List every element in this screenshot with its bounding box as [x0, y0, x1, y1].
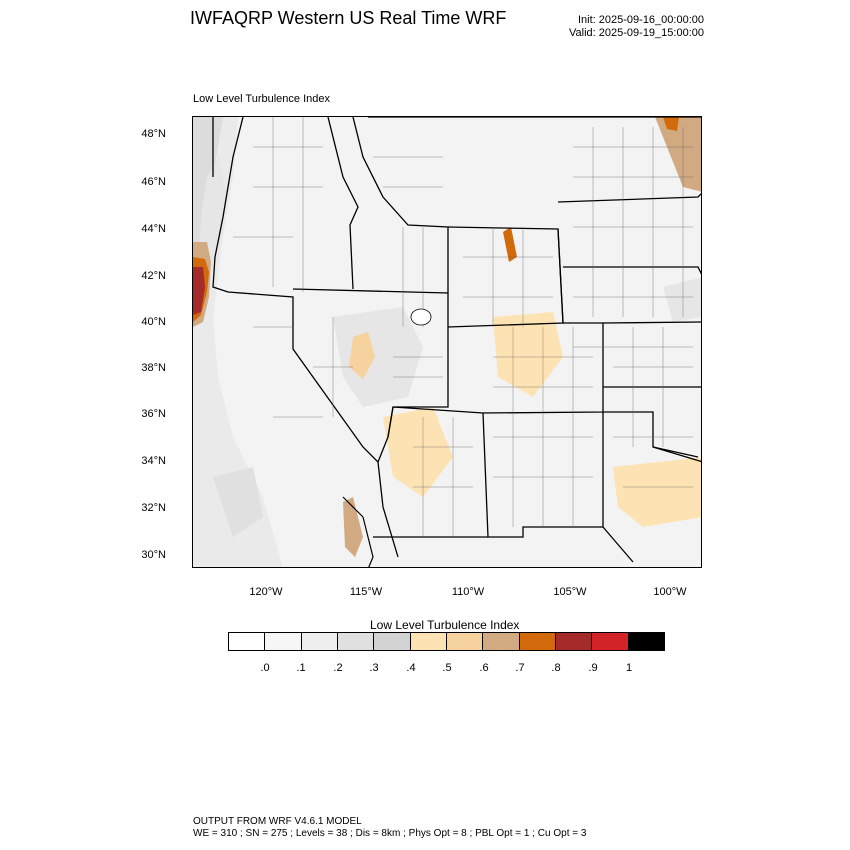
northeast-hotspot: [655, 117, 701, 192]
great-basin-patch: [349, 332, 375, 379]
legend-swatch: [265, 633, 302, 650]
gulf-coast: [342, 496, 374, 567]
map-svg: [193, 117, 701, 567]
legend-label: .6: [479, 662, 489, 674]
lat-tick-label: 40°N: [141, 316, 166, 328]
chart-title: IWFAQRP Western US Real Time WRF: [190, 8, 507, 28]
west-coast-border: [212, 117, 399, 558]
legend-swatch: [337, 633, 375, 650]
legend-label: .5: [442, 662, 452, 674]
panel-title: Low Level Turbulence Index: [193, 93, 330, 105]
county-borders: [233, 117, 693, 537]
legend-label: .4: [406, 662, 416, 674]
legend-swatch: [628, 633, 664, 650]
legend-swatch: [446, 633, 484, 650]
arizona-border: [373, 406, 488, 538]
legend-colorbar: [228, 632, 665, 651]
legend-swatch: [301, 633, 338, 650]
colorado-patch: [493, 312, 563, 397]
model-info-line-2: WE = 310 ; SN = 275 ; Levels = 38 ; Dis …: [193, 828, 587, 839]
legend-swatch: [592, 633, 629, 650]
lat-tick-label: 46°N: [141, 176, 166, 188]
new-mexico-border: [482, 412, 604, 538]
coastal-band-red: [193, 267, 205, 315]
legend-label: .7: [515, 662, 525, 674]
legend-label: .3: [369, 662, 379, 674]
baja-patch: [343, 497, 363, 557]
lat-tick-label: 36°N: [141, 408, 166, 420]
legend-title: Low Level Turbulence Index: [370, 618, 520, 632]
lat-tick-label: 30°N: [141, 549, 166, 561]
legend-swatch: [555, 633, 593, 650]
idaho-west-border: [327, 117, 359, 290]
init-time: Init: 2025-09-16_00:00:00: [578, 14, 704, 26]
legend-swatch: [483, 633, 520, 650]
legend-swatch: [374, 633, 411, 650]
map-area: [192, 116, 702, 568]
lat-tick-label: 34°N: [141, 455, 166, 467]
nebraska-north-border: [563, 266, 701, 275]
idaho-montana-border: [352, 117, 449, 293]
lat-tick-label: 48°N: [141, 128, 166, 140]
kansas-border: [602, 321, 701, 388]
southwest-patch: [383, 407, 453, 497]
legend-label: 1: [625, 662, 633, 674]
lat-tick-label: 32°N: [141, 502, 166, 514]
great-basin-shading: [333, 307, 423, 407]
lat-tick-label: 44°N: [141, 223, 166, 235]
state-borders: [212, 117, 701, 563]
lon-tick-label: 120°W: [249, 586, 283, 598]
lon-tick-label: 115°W: [349, 586, 383, 598]
lon-tick-label: 110°W: [451, 586, 485, 598]
dakota-border: [557, 193, 701, 203]
legend-swatch: [229, 633, 266, 650]
legend-label: .2: [333, 662, 343, 674]
wyoming-hotspot: [503, 227, 517, 262]
legend-label: .0: [260, 662, 270, 674]
lon-tick-label: 100°W: [653, 586, 687, 598]
oklahoma-border: [603, 411, 699, 458]
legend-swatch: [410, 633, 447, 650]
lat-tick-label: 38°N: [141, 362, 166, 374]
colorado-border: [392, 228, 604, 414]
pacific-shading: [213, 467, 263, 537]
legend-swatch: [519, 633, 556, 650]
model-info-line-1: OUTPUT FROM WRF V4.6.1 MODEL: [193, 816, 362, 827]
texas-patch: [613, 457, 701, 527]
texas-border: [602, 446, 701, 563]
plains-shading: [663, 277, 701, 322]
lon-tick-label: 105°W: [553, 586, 587, 598]
legend-label: .8: [551, 662, 561, 674]
legend-label: .1: [296, 662, 306, 674]
legend-label: .9: [588, 662, 598, 674]
valid-time: Valid: 2025-09-19_15:00:00: [569, 27, 704, 39]
great-salt-lake: [410, 308, 432, 326]
lat-tick-label: 42°N: [141, 270, 166, 282]
northeast-hotspot-core: [663, 117, 679, 131]
